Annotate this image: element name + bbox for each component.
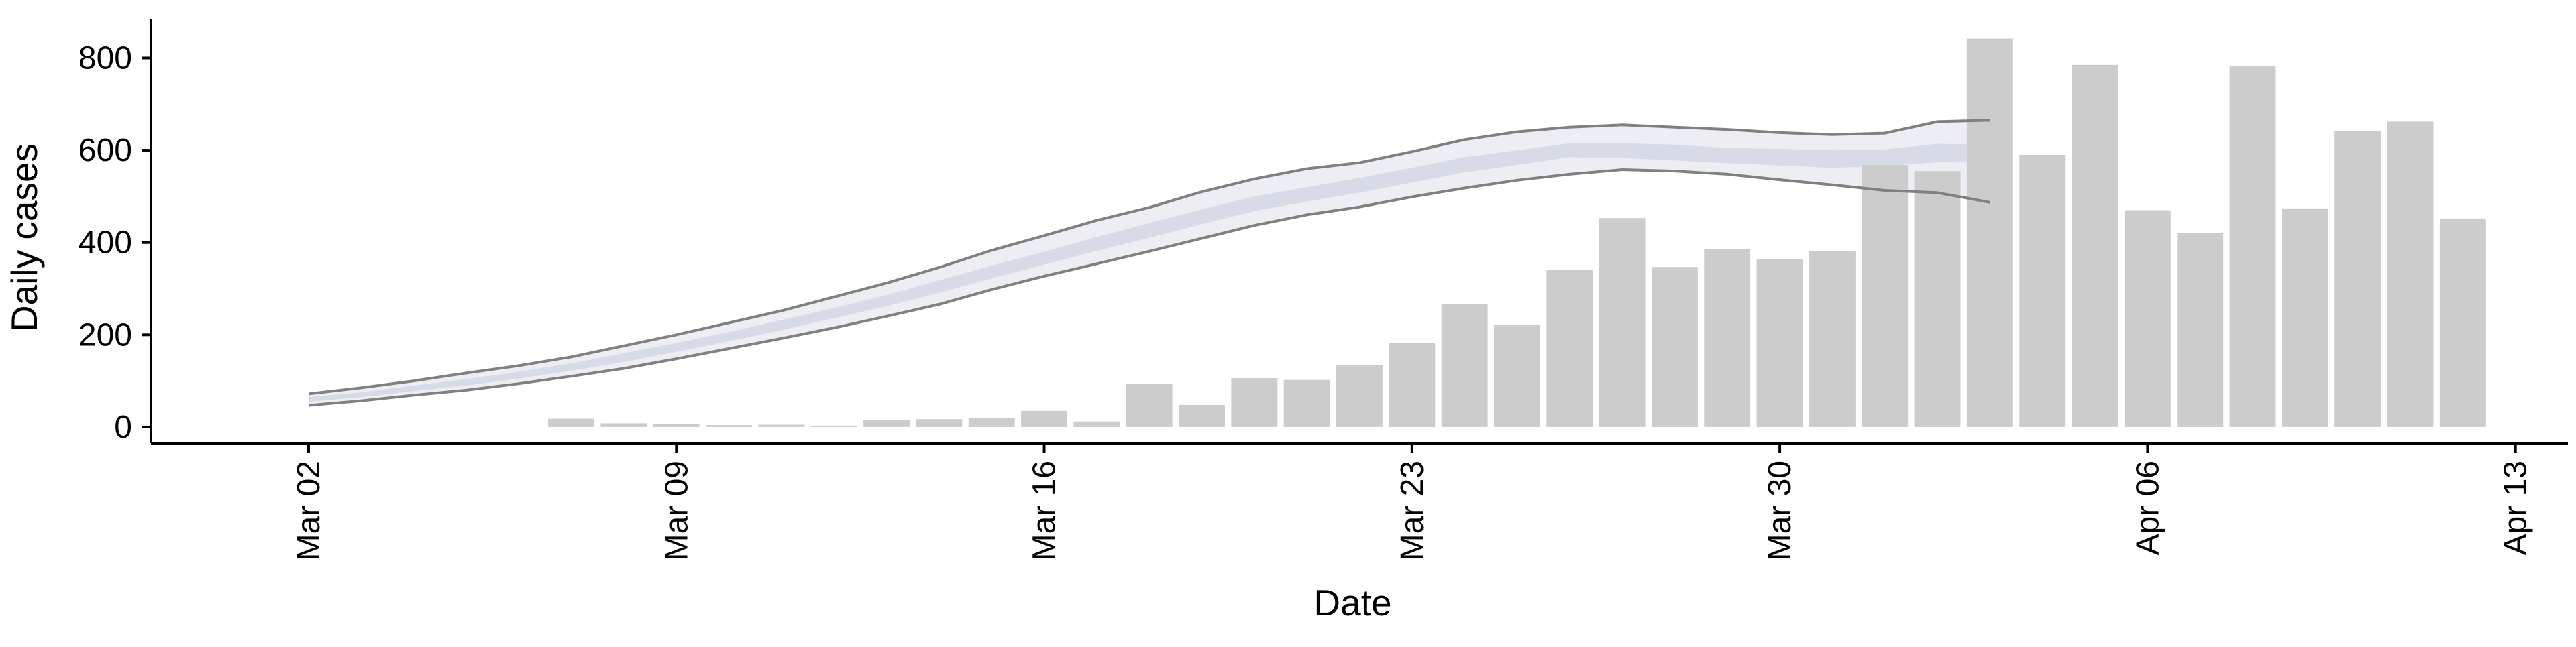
bar-2020-03-24 <box>1441 304 1488 427</box>
bar-2020-03-25 <box>1494 325 1540 427</box>
bar-2020-04-01 <box>1862 165 1909 427</box>
bar-2020-03-07 <box>548 418 594 427</box>
bar-2020-04-06 <box>2124 210 2171 427</box>
bar-2020-03-30 <box>1756 259 1803 427</box>
model-band-layer <box>309 120 1990 406</box>
x-tick-label-2020-03-09: Mar 09 <box>659 461 694 561</box>
y-tick-label-600: 600 <box>78 133 132 168</box>
model-upper-line <box>308 119 1990 396</box>
bar-2020-04-09 <box>2282 208 2328 427</box>
bar-2020-03-15 <box>968 418 1015 427</box>
axes-layer: 0 200 400 600 800 Mar 02 Mar 09 Mar 16 Mar 23 Mar… <box>78 19 2568 561</box>
y-tick-label-800: 800 <box>78 40 132 76</box>
y-tick-label-0: 0 <box>114 410 132 445</box>
bar-2020-03-27 <box>1599 218 1646 427</box>
bar-2020-04-04 <box>2019 155 2066 427</box>
bar-2020-04-12 <box>2439 218 2486 427</box>
bar-2020-03-26 <box>1546 270 1593 427</box>
bar-2020-04-05 <box>2072 64 2118 427</box>
x-tick-label-2020-03-02: Mar 02 <box>291 461 327 561</box>
bar-2020-04-10 <box>2334 131 2381 427</box>
bar-2020-03-22 <box>1336 365 1383 427</box>
bar-2020-03-11 <box>758 424 805 427</box>
bar-2020-03-09 <box>653 424 700 427</box>
bar-2020-03-31 <box>1809 251 1856 427</box>
bar-2020-03-23 <box>1389 343 1436 427</box>
bar-2020-03-10 <box>706 425 752 427</box>
x-tick-label-2020-04-06: Apr 06 <box>2130 461 2165 555</box>
bar-2020-04-02 <box>1914 171 1961 427</box>
y-axis-title: Daily cases <box>3 143 45 332</box>
y-tick-label-400: 400 <box>78 225 132 261</box>
model-core-band <box>309 143 1990 402</box>
bar-2020-03-16 <box>1021 410 1067 427</box>
bar-2020-03-21 <box>1283 379 1330 427</box>
bar-2020-04-03 <box>1966 38 2013 427</box>
bars-layer <box>548 38 2486 427</box>
bar-2020-04-07 <box>2177 233 2224 427</box>
bar-2020-03-18 <box>1126 384 1173 427</box>
bar-2020-03-19 <box>1179 404 1225 427</box>
bar-2020-04-11 <box>2387 121 2434 427</box>
model-lines-layer <box>308 119 1990 407</box>
bar-2020-03-28 <box>1652 267 1698 427</box>
bar-2020-03-29 <box>1704 249 1751 427</box>
bar-2020-04-08 <box>2229 66 2276 427</box>
bar-2020-03-13 <box>863 420 910 427</box>
bar-2020-03-20 <box>1231 378 1278 427</box>
x-tick-label-2020-03-16: Mar 16 <box>1027 461 1063 561</box>
y-tick-label-200: 200 <box>78 317 132 353</box>
x-tick-label-2020-04-13: Apr 13 <box>2498 461 2534 555</box>
x-tick-label-2020-03-23: Mar 23 <box>1395 461 1430 561</box>
bar-2020-03-14 <box>916 419 963 427</box>
bar-2020-03-12 <box>810 425 857 427</box>
x-axis-title: Date <box>1313 582 1391 624</box>
bar-2020-03-08 <box>600 423 647 427</box>
bar-2020-03-17 <box>1073 421 1120 427</box>
x-tick-label-2020-03-30: Mar 30 <box>1762 461 1798 561</box>
model-lower-line <box>308 168 1990 407</box>
